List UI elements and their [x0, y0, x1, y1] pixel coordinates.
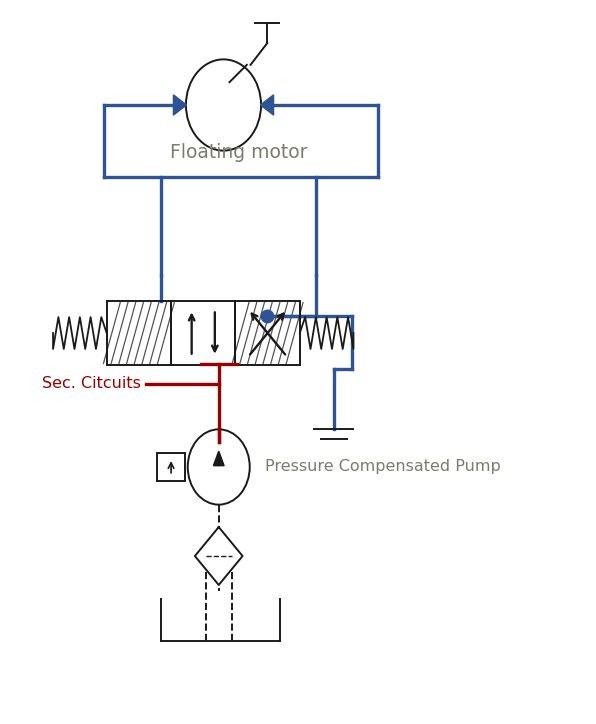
- FancyArrow shape: [260, 95, 274, 115]
- Bar: [235, 301, 300, 365]
- Bar: [157, 453, 185, 481]
- Text: Pressure Compensated Pump: Pressure Compensated Pump: [265, 460, 501, 474]
- FancyArrow shape: [173, 95, 187, 115]
- Bar: [107, 301, 171, 365]
- Text: Floating motor: Floating motor: [170, 143, 307, 161]
- Text: Sec. Citcuits: Sec. Citcuits: [42, 376, 141, 391]
- Bar: [171, 301, 235, 365]
- FancyArrow shape: [213, 451, 224, 466]
